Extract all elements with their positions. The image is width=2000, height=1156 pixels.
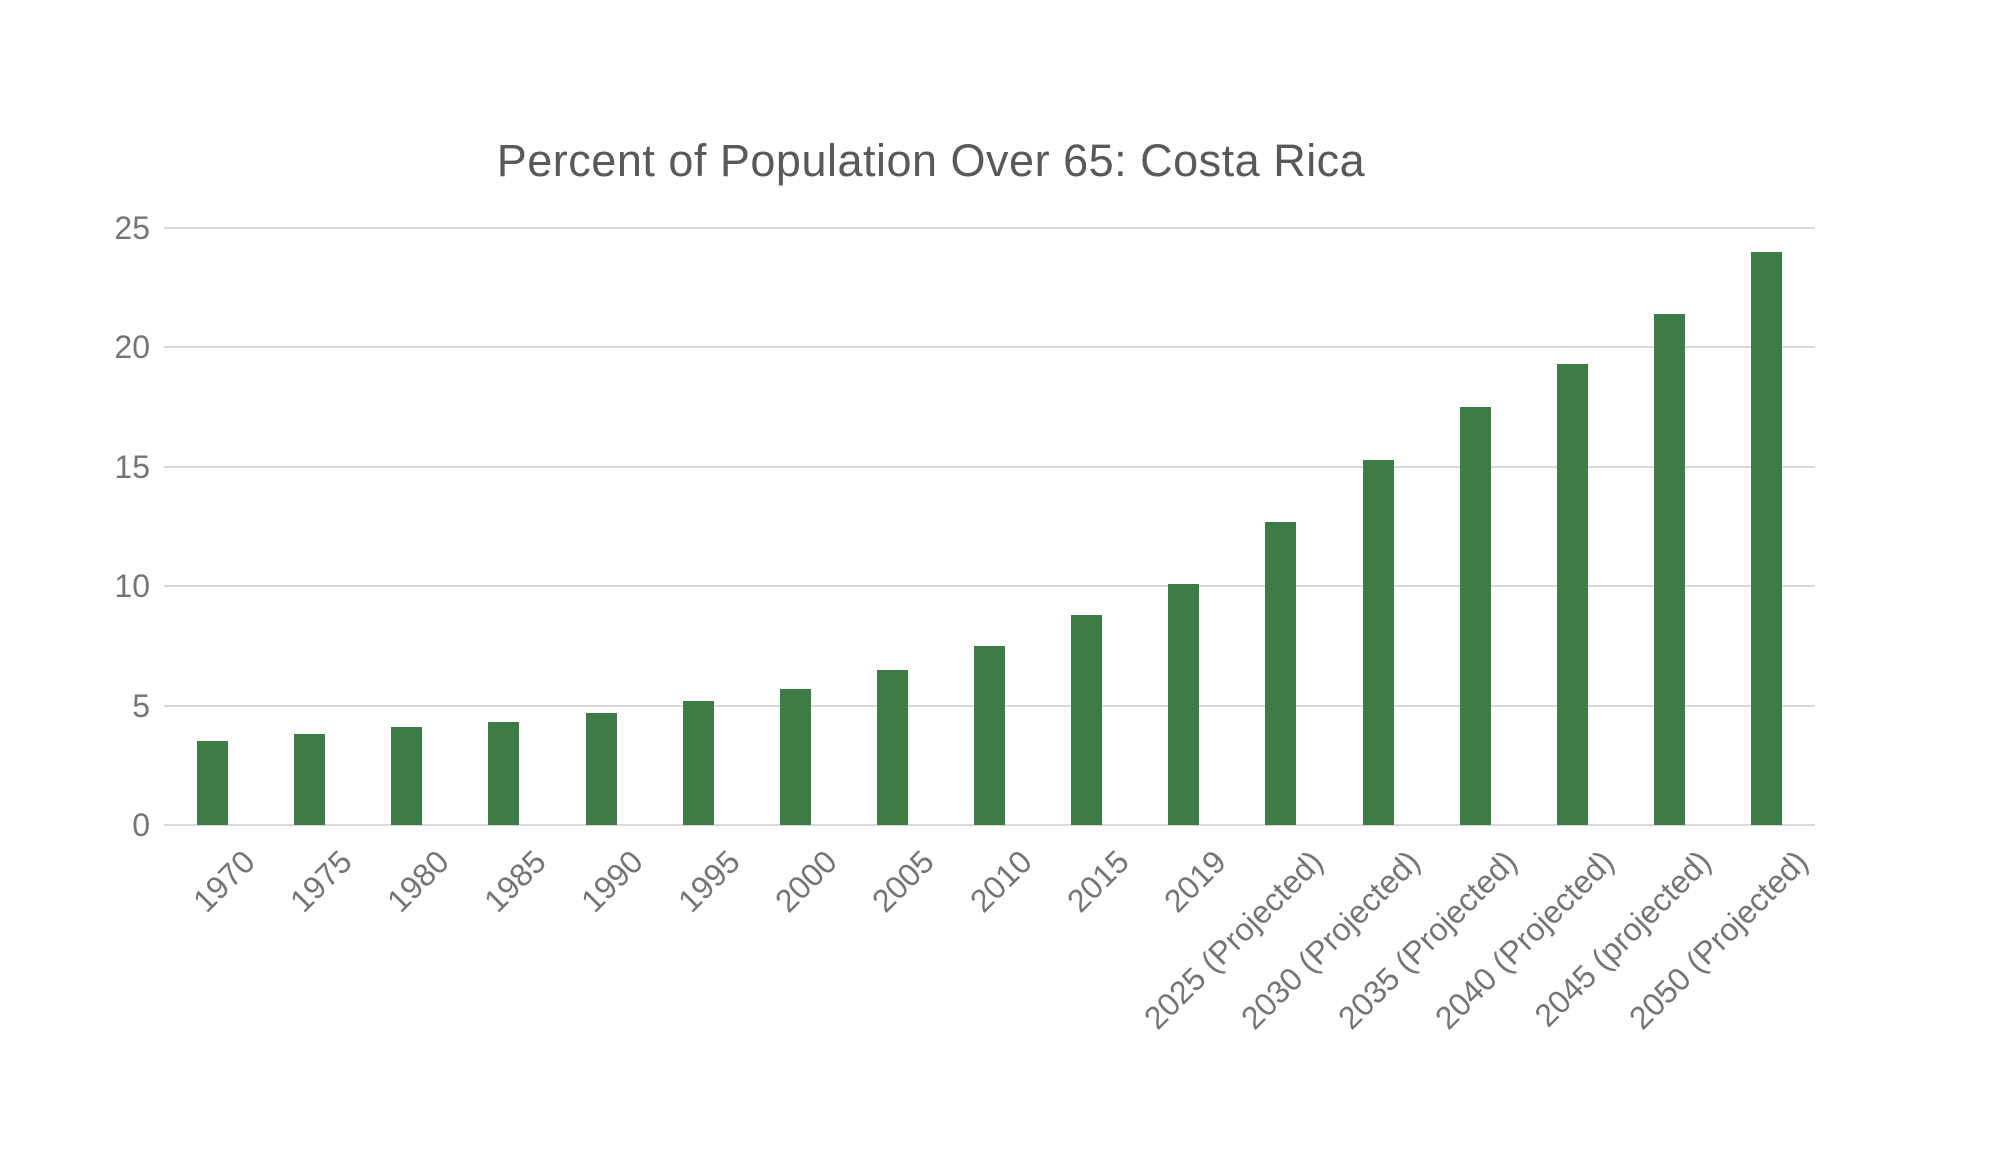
- bar-slot: [1718, 228, 1815, 825]
- plot-area: [164, 227, 1815, 826]
- bar-2035: [1459, 407, 1491, 825]
- bar-2015: [1071, 614, 1103, 825]
- bar-slot: [164, 228, 261, 825]
- bar-1995: [682, 700, 714, 825]
- y-tick-label: 25: [114, 210, 150, 246]
- gridline: [164, 585, 1815, 588]
- bar-slot: [1427, 228, 1524, 825]
- bar-slot: [1135, 228, 1232, 825]
- y-tick-label: 15: [114, 448, 150, 485]
- y-axis-labels: 0 5 10 15 20 25: [0, 212, 150, 841]
- bar-slot: [455, 228, 552, 825]
- bar-2030: [1362, 459, 1394, 825]
- bar-1970: [197, 741, 229, 825]
- gridline: [164, 824, 1815, 826]
- bar-1980: [391, 727, 423, 825]
- bar-1985: [488, 722, 520, 825]
- bar-slot: [1621, 228, 1718, 825]
- bar-slot: [358, 228, 455, 825]
- y-tick-label: 20: [114, 329, 150, 366]
- y-tick-label: 10: [114, 568, 150, 605]
- y-tick-label: 5: [132, 687, 150, 724]
- bar-2010: [974, 645, 1006, 825]
- bar-slot: [1232, 228, 1329, 825]
- bar-slot: [553, 228, 650, 825]
- bar-slot: [941, 228, 1038, 825]
- bar-slot: [1330, 228, 1427, 825]
- bar-slot: [1038, 228, 1135, 825]
- y-tick-label: 0: [132, 807, 150, 843]
- bar-2019: [1168, 583, 1200, 825]
- bar-slot: [844, 228, 941, 825]
- gridline: [164, 465, 1815, 468]
- bar-1990: [585, 712, 617, 825]
- bar-slot: [1524, 228, 1621, 825]
- bar-1975: [294, 734, 326, 825]
- bar-slot: [747, 228, 844, 825]
- bar-2000: [779, 688, 811, 825]
- x-axis-labels: 1970 1975 1980 1985 1990 1995 2000 2005 2010 2015…: [185, 843, 1816, 1037]
- bar-2050: [1751, 251, 1783, 825]
- bar-slot: [261, 228, 358, 825]
- bar-2025: [1265, 521, 1297, 825]
- bar-slot: [650, 228, 747, 825]
- chart-title: Percent of Population Over 65: Costa Ric…: [496, 135, 1366, 186]
- bar-2040: [1556, 364, 1588, 825]
- bar-2005: [876, 669, 908, 825]
- gridline: [164, 227, 1815, 229]
- bars-container: [164, 228, 1815, 825]
- gridline: [164, 346, 1815, 349]
- bar-2045: [1653, 313, 1685, 825]
